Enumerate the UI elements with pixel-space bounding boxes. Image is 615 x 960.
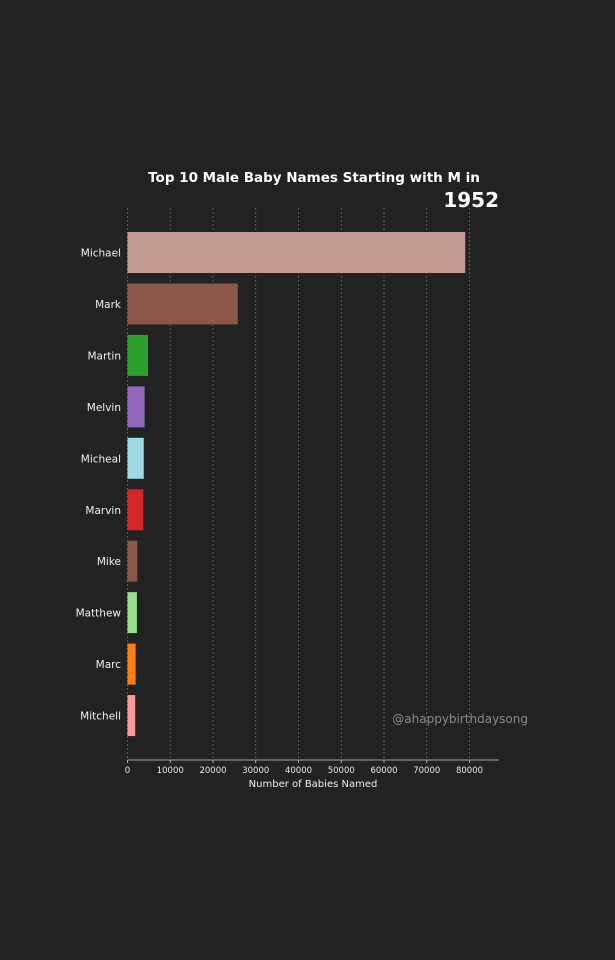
x-tick-label: 30000 [242,766,269,776]
x-tick-label: 10000 [157,766,184,776]
category-labels: Michael Mark Martin Melvin Micheal Marvin Mike… [76,248,122,723]
x-axis: 0 10000 20000 30000 40000 50000 60000 70000 8000… [125,759,499,776]
bar-matthew [127,592,137,634]
x-tick-label: 60000 [370,766,397,776]
category-label: Mitchell [80,711,121,723]
bar-melvin [127,386,145,428]
x-tick-label: 70000 [413,766,440,776]
bar-marc [127,643,136,685]
bar-mark [127,283,238,325]
category-label: Mark [95,299,122,311]
chart-title: Top 10 Male Baby Names Starting with M i… [148,170,480,186]
x-tick-label: 80000 [456,766,483,776]
category-label: Martin [88,350,122,362]
bar-mike [127,540,138,582]
year-label: 1952 [443,188,499,212]
category-label: Micheal [81,453,121,465]
bar-micheal [127,437,144,479]
x-tick-label: 40000 [285,766,312,776]
bar-michael [127,232,466,273]
category-label: Mike [97,556,121,568]
x-tick-label: 0 [125,766,130,776]
category-label: Michael [81,248,121,260]
bar-mitchell [127,695,136,737]
category-label: Melvin [87,402,121,414]
x-axis-title: Number of Babies Named [249,779,378,790]
x-tick-label: 50000 [328,766,355,776]
bars [127,232,466,737]
category-label: Matthew [76,608,122,620]
category-label: Marvin [85,505,121,517]
x-tick-label: 20000 [199,766,226,776]
bar-martin [127,334,149,376]
category-label: Marc [96,659,122,671]
bar-marvin [127,489,144,531]
watermark: @ahappybirthdaysong [392,712,528,726]
